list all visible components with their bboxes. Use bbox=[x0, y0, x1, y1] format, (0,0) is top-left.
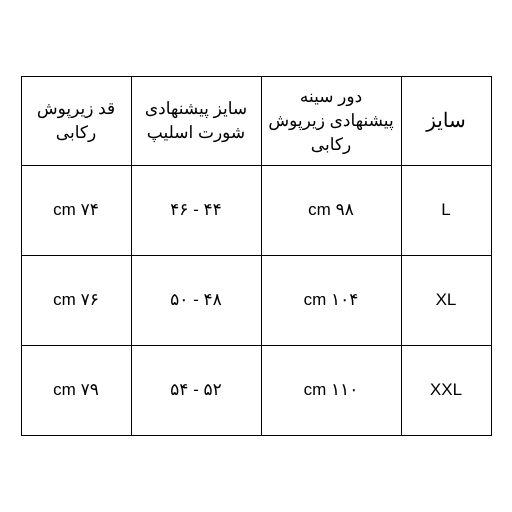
cell-short: ۴۸ - ۵۰ bbox=[131, 255, 261, 345]
table-row: XXL ۱۱۰ cm ۵۲ - ۵۴ ۷۹ cm bbox=[21, 345, 491, 435]
cell-short: ۵۲ - ۵۴ bbox=[131, 345, 261, 435]
cell-length: ۷۴ cm bbox=[21, 165, 131, 255]
header-size: سایز bbox=[401, 77, 491, 165]
header-chest: دور سینه پیشنهادی زیرپوش رکابی bbox=[261, 77, 401, 165]
size-chart-container: سایز دور سینه پیشنهادی زیرپوش رکابی سایز… bbox=[1, 56, 512, 455]
table-row: XL ۱۰۴ cm ۴۸ - ۵۰ ۷۶ cm bbox=[21, 255, 491, 345]
cell-chest: ۱۱۰ cm bbox=[261, 345, 401, 435]
cell-length: ۷۹ cm bbox=[21, 345, 131, 435]
cell-size: XXL bbox=[401, 345, 491, 435]
header-length: قد زیرپوش رکابی bbox=[21, 77, 131, 165]
cell-chest: ۱۰۴ cm bbox=[261, 255, 401, 345]
size-chart-table: سایز دور سینه پیشنهادی زیرپوش رکابی سایز… bbox=[21, 76, 492, 435]
cell-size: XL bbox=[401, 255, 491, 345]
cell-size: L bbox=[401, 165, 491, 255]
cell-length: ۷۶ cm bbox=[21, 255, 131, 345]
cell-chest: ۹۸ cm bbox=[261, 165, 401, 255]
table-row: L ۹۸ cm ۴۴ - ۴۶ ۷۴ cm bbox=[21, 165, 491, 255]
table-header-row: سایز دور سینه پیشنهادی زیرپوش رکابی سایز… bbox=[21, 77, 491, 165]
cell-short: ۴۴ - ۴۶ bbox=[131, 165, 261, 255]
header-short: سایز پیشنهادی شورت اسلیپ bbox=[131, 77, 261, 165]
